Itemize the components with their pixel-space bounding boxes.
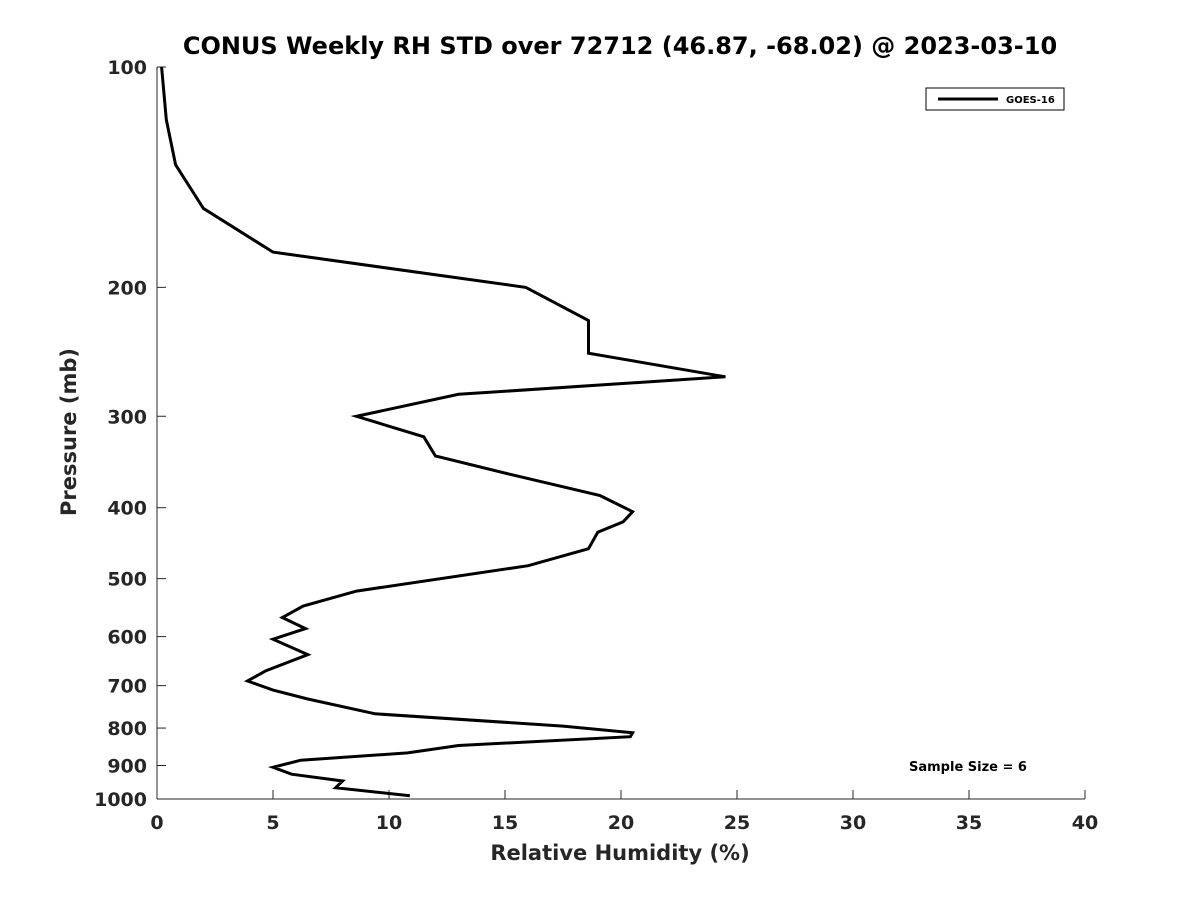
chart-title: CONUS Weekly RH STD over 72712 (46.87, -… (183, 32, 1057, 60)
x-tick-label: 30 (840, 812, 866, 834)
y-tick-label: 1000 (94, 789, 147, 811)
y-tick-label: 900 (107, 756, 147, 778)
series-layer (160, 66, 726, 798)
x-tick-label: 0 (150, 812, 163, 834)
x-tick-label: 25 (724, 812, 750, 834)
y-tick-label: 700 (107, 676, 147, 698)
x-axis-ticks: 0 5 10 15 20 25 30 35 40 (150, 790, 1098, 834)
y-tick-label: 400 (107, 498, 147, 520)
x-tick-label: 5 (266, 812, 279, 834)
x-tick-label: 15 (492, 812, 518, 834)
legend: GOES-16 (925, 87, 1065, 111)
y-axis-label: Pressure (mb) (57, 348, 81, 516)
plot-axes (156, 67, 1085, 800)
legend-label-goes-16: GOES-16 (1006, 95, 1055, 106)
x-tick-label: 40 (1072, 812, 1098, 834)
x-tick-label: 20 (608, 812, 634, 834)
y-axis-ticks: 100 200 300 400 500 600 700 800 900 1000 (94, 57, 166, 811)
series-line-0 (160, 66, 726, 798)
y-tick-label: 500 (107, 569, 147, 591)
y-tick-label: 800 (107, 718, 147, 740)
sample-size-annotation: Sample Size = 6 (909, 760, 1027, 775)
x-tick-label: 10 (376, 812, 402, 834)
x-axis-label: Relative Humidity (%) (490, 841, 749, 865)
y-tick-label: 300 (107, 406, 147, 428)
x-tick-label: 35 (956, 812, 982, 834)
y-tick-label: 100 (107, 57, 147, 79)
y-tick-label: 200 (107, 277, 147, 299)
y-tick-label: 600 (107, 627, 147, 649)
